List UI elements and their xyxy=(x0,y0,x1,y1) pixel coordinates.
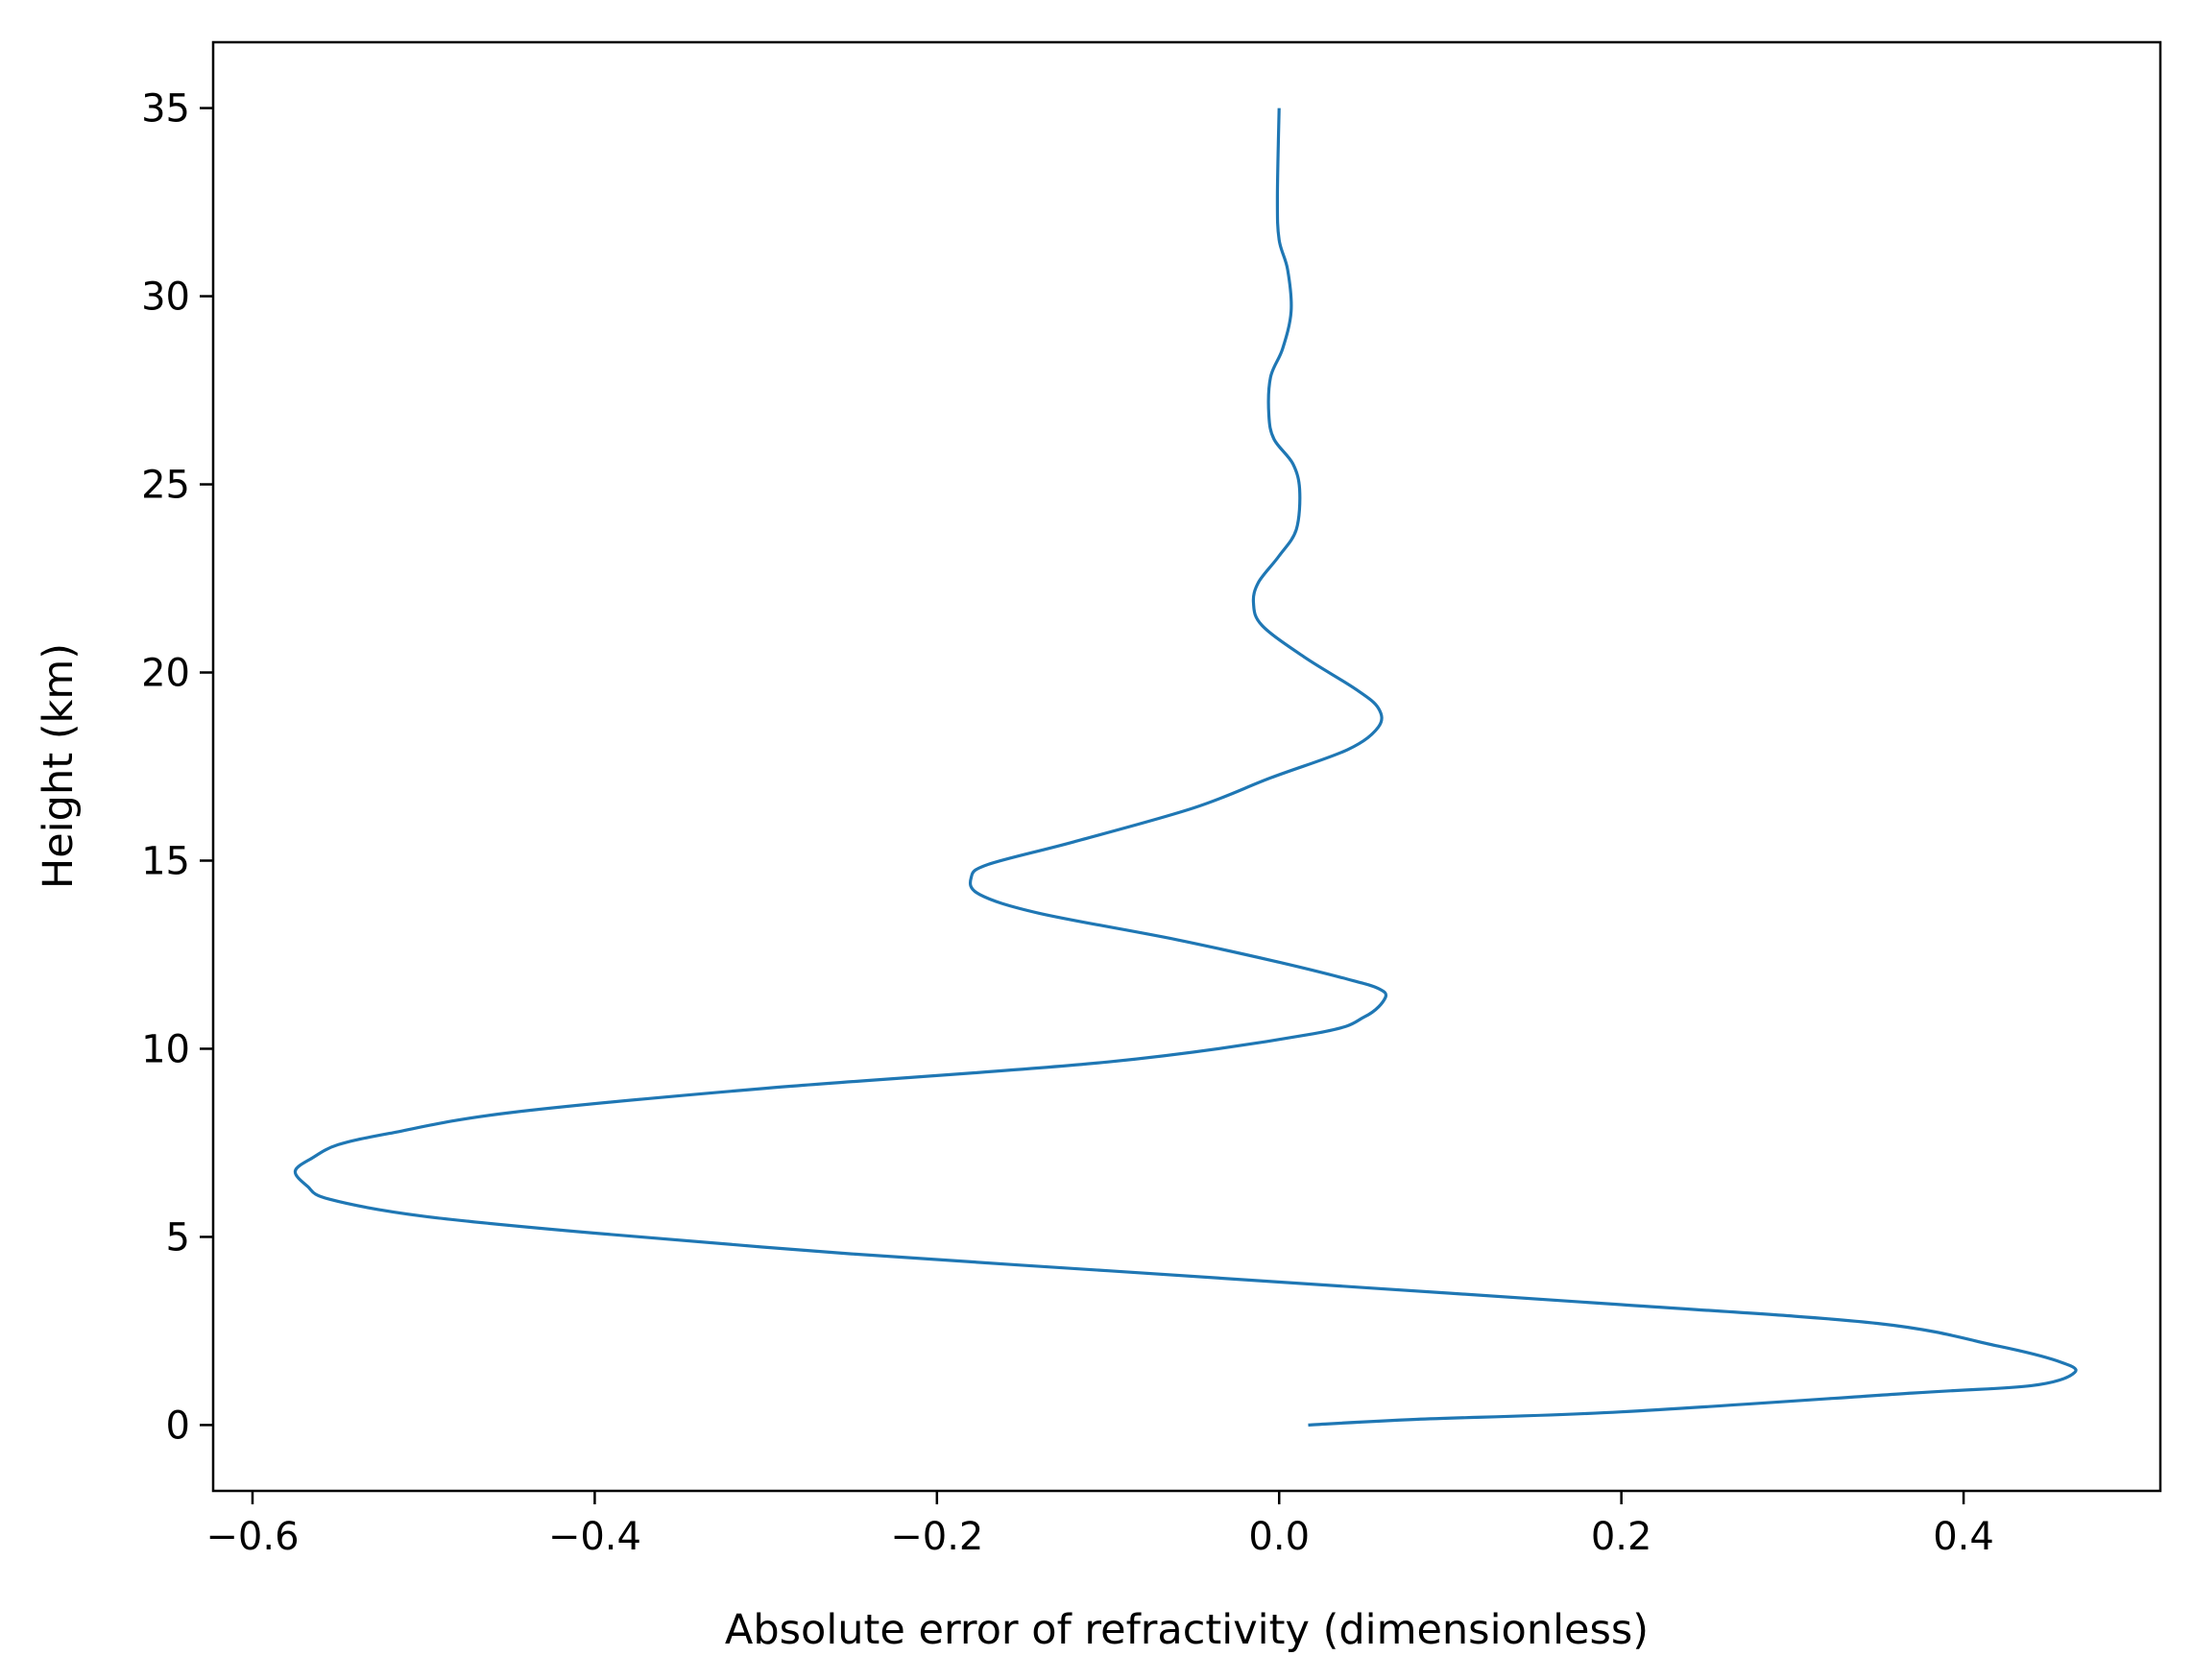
y-tick-label: 15 xyxy=(141,839,190,883)
y-tick-label: 25 xyxy=(141,464,190,508)
series-layer xyxy=(293,108,2078,1427)
y-tick-label: 30 xyxy=(141,276,190,320)
y-tick-label: 20 xyxy=(141,652,190,696)
x-tick-label: 0.2 xyxy=(1591,1515,1652,1559)
x-tick-label: −0.4 xyxy=(548,1515,641,1559)
y-tick-label: 5 xyxy=(166,1215,190,1260)
x-tick-label: −0.2 xyxy=(890,1515,983,1559)
plot-area xyxy=(213,42,2160,1491)
y-tick-label: 0 xyxy=(166,1404,190,1448)
series-line xyxy=(293,108,2078,1427)
x-axis-ticks: −0.6 −0.4 −0.2 0.0 0.2 0.4 xyxy=(205,1491,1994,1559)
y-axis-ticks: 0 5 10 15 20 25 30 35 xyxy=(141,87,213,1448)
x-tick-label: −0.6 xyxy=(205,1515,299,1559)
x-tick-label: 0.0 xyxy=(1248,1515,1310,1559)
axes-frame xyxy=(211,40,2162,1493)
x-tick-label: 0.4 xyxy=(1933,1515,1994,1559)
y-tick-label: 35 xyxy=(141,87,190,132)
y-tick-label: 10 xyxy=(141,1027,190,1071)
y-axis-label: Height (km) xyxy=(35,643,83,889)
x-axis-label: Absolute error of refractivity (dimensio… xyxy=(725,1606,1649,1654)
